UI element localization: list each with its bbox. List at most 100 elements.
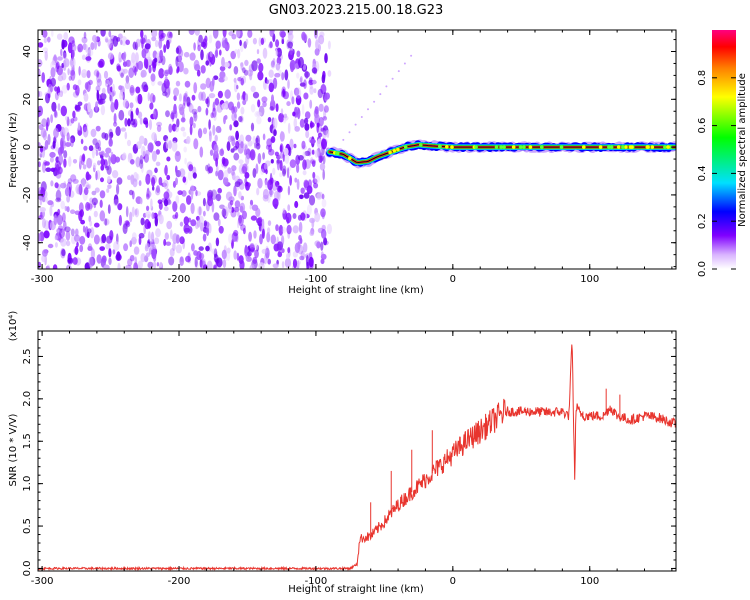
noise-speckle [99, 246, 105, 252]
noise-speckle [139, 135, 145, 145]
noise-speckle [307, 38, 312, 48]
noise-speckle [44, 50, 48, 61]
noise-speckle [99, 190, 106, 199]
noise-speckle [153, 253, 157, 262]
noise-speckle [211, 248, 217, 255]
noise-speckle [292, 258, 298, 269]
noise-speckle [285, 212, 292, 224]
noise-speckle [270, 60, 276, 69]
noise-speckle [300, 250, 305, 261]
noise-speckle [233, 185, 237, 197]
noise-speckle [164, 76, 168, 82]
noise-speckle [97, 98, 104, 105]
noise-speckle [53, 127, 59, 139]
noise-speckle [289, 47, 294, 56]
noise-speckle [275, 39, 280, 48]
noise-speckle [258, 262, 265, 269]
noise-speckle [305, 255, 309, 267]
noise-speckle [296, 72, 300, 79]
noise-speckle [135, 38, 141, 48]
noise-speckle [325, 129, 329, 138]
noise-speckle [120, 72, 124, 78]
noise-speckle [70, 118, 75, 124]
noise-speckle [249, 264, 255, 269]
noise-speckle [50, 201, 55, 208]
noise-speckle [322, 169, 326, 181]
noise-speckle [125, 39, 130, 46]
noise-speckle [131, 52, 136, 64]
noise-speckle [214, 258, 220, 264]
noise-speckle [294, 200, 299, 209]
noise-speckle [287, 79, 290, 89]
noise-speckle [79, 209, 85, 218]
noise-speckle [179, 49, 184, 58]
noise-speckle [208, 223, 212, 234]
noise-speckle [219, 71, 226, 80]
noise-speckle [281, 235, 285, 246]
noise-speckle [294, 106, 300, 115]
x-tick-label: 0 [450, 274, 456, 285]
noise-speckle [134, 208, 140, 218]
noise-speckle [279, 172, 283, 178]
noise-speckle [191, 94, 196, 101]
noise-speckle [301, 140, 306, 150]
noise-speckle [130, 110, 134, 122]
noise-speckle [90, 128, 97, 138]
noise-speckle [320, 84, 327, 95]
noise-speckle [90, 158, 93, 164]
y-tick-label: 0 [22, 144, 33, 150]
noise-speckle [118, 214, 122, 226]
noise-speckle [149, 102, 154, 110]
noise-speckle [275, 180, 280, 188]
noise-speckle [87, 102, 92, 113]
noise-speckle [231, 112, 237, 122]
noise-speckle [267, 179, 273, 191]
noise-speckle [154, 237, 160, 245]
noise-speckle [247, 30, 253, 38]
noise-speckle [303, 180, 310, 191]
noise-speckle [163, 78, 170, 89]
noise-speckle [215, 193, 222, 202]
band-highlight [518, 145, 523, 149]
noise-speckle [199, 146, 204, 158]
band-highlight [616, 145, 621, 149]
snr-series-line [38, 344, 676, 571]
noise-speckle [193, 138, 199, 150]
noise-speckle [239, 205, 244, 213]
noise-speckle [262, 152, 265, 160]
noise-speckle [117, 262, 121, 269]
band-highlight [396, 147, 400, 152]
noise-speckle [55, 189, 62, 202]
noise-speckle [50, 114, 53, 124]
noise-speckle [271, 179, 278, 191]
noise-speckle [110, 151, 114, 158]
noise-speckle [66, 132, 70, 142]
noise-speckle [67, 68, 70, 76]
noise-speckle [66, 206, 70, 213]
noise-speckle [258, 105, 265, 117]
noise-speckle [229, 124, 233, 131]
noise-speckle [155, 228, 161, 238]
noise-speckle [151, 177, 156, 187]
noise-speckle [67, 257, 74, 265]
noise-speckle [309, 86, 314, 95]
noise-speckle [276, 243, 282, 252]
noise-speckle [47, 36, 51, 43]
noise-speckle [62, 212, 66, 223]
noise-speckle [122, 52, 126, 62]
noise-speckle [51, 60, 56, 66]
noise-speckle [57, 103, 61, 111]
noise-speckle [180, 126, 186, 132]
noise-speckle [244, 144, 248, 154]
noise-speckle [292, 225, 299, 234]
noise-speckle [233, 229, 239, 237]
noise-speckle [179, 168, 186, 178]
noise-speckle [134, 52, 139, 64]
noise-speckle [146, 205, 150, 211]
noise-speckle [233, 250, 237, 260]
noise-speckle [243, 163, 250, 174]
noise-speckle [175, 47, 180, 54]
noise-speckle [45, 167, 52, 172]
noise-speckle [96, 254, 102, 264]
noise-speckle [164, 232, 169, 240]
